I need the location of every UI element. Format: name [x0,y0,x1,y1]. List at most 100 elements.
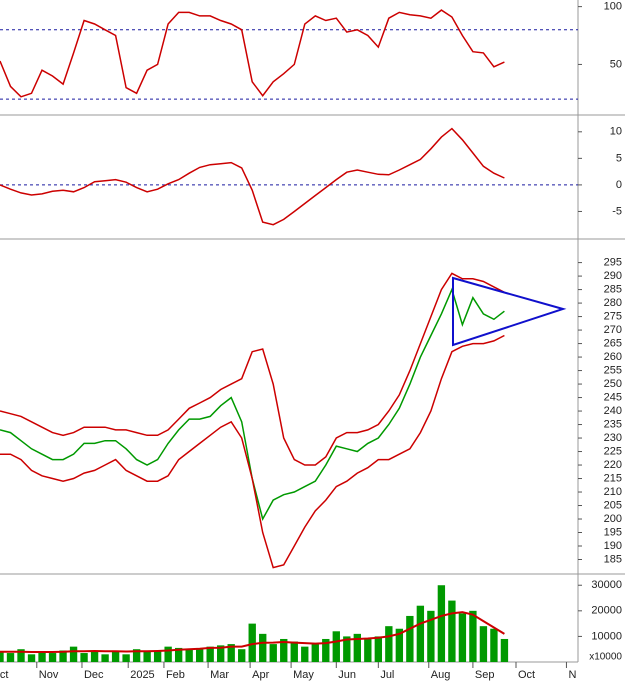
x-tick-label: ct [0,669,8,681]
volume-bar [280,638,288,662]
volume-bar [48,653,57,662]
y-tick-label: 200 [604,513,622,525]
volume-bar [206,646,214,662]
volume-bar [101,654,109,662]
y-tick-label: 10000 [591,630,622,642]
y-tick-label: -5 [612,205,622,217]
volume-bar [416,605,425,662]
y-tick-label: 290 [604,270,622,282]
series-line [0,127,505,226]
series-line [0,9,505,98]
y-tick-label: 280 [604,297,622,309]
y-tick-label: 10 [610,126,622,138]
y-tick-label: 195 [604,526,622,538]
volume-bar [374,636,383,662]
volume-bar [406,615,414,662]
unit-label: x10000 [589,652,622,663]
volume-bar [185,649,193,662]
x-tick-label: Dec [84,669,104,681]
x-tick-label: 2025 [130,669,154,681]
x-tick-label: Feb [166,669,185,681]
volume-bar [290,641,298,662]
y-tick-label: 215 [604,472,622,484]
volume-bar [227,644,235,662]
volume-bar [195,649,204,662]
y-tick-label: 245 [604,391,622,403]
x-tick-label: Sep [475,669,495,681]
volume-bar [259,633,267,662]
volume-bar [132,649,141,662]
volume-bar [59,650,67,662]
y-tick-label: 255 [604,364,622,376]
volume-bar [248,623,256,662]
y-tick-label: 185 [604,553,622,565]
volume-bar [122,654,130,662]
y-tick-label: 260 [604,351,622,363]
x-tick-label: Nov [39,669,59,681]
x-tick-label: Oct [518,669,535,681]
volume-bar [0,651,4,662]
volume-bar [458,613,467,662]
series-line [0,272,505,466]
y-tick-label: 230 [604,432,622,444]
volume-bar [153,650,162,662]
y-tick-label: 275 [604,310,622,322]
triangle-pattern [452,276,567,347]
y-tick-label: 190 [604,540,622,552]
volume-bar [437,585,446,662]
volume-bar [343,636,351,662]
x-tick-label: Mar [210,669,229,681]
y-tick-label: 225 [604,445,622,457]
volume-bar [353,633,361,662]
volume-bar [395,628,404,662]
y-tick-label: 0 [616,179,622,191]
y-tick-label: 285 [604,283,622,295]
volume-bar [69,646,78,662]
y-tick-label: 5 [616,152,622,164]
x-tick-label: Apr [252,669,269,681]
y-tick-label: 205 [604,499,622,511]
volume-bar [6,653,15,662]
y-tick-label: 30000 [591,579,622,591]
y-tick-label: 295 [604,256,622,268]
x-tick-label: Aug [431,669,451,681]
volume-bar [174,647,183,662]
volume-bar [111,650,120,662]
x-tick-label: May [293,669,314,681]
volume-bar [217,645,225,662]
y-tick-label: 250 [604,378,622,390]
y-tick-label: 265 [604,337,622,349]
volume-bar [364,638,372,662]
y-tick-label: 50 [610,58,622,70]
volume-bar [332,631,340,662]
volume-bar [479,626,488,662]
volume-bar [448,600,456,662]
volume-bar [500,638,509,662]
y-tick-label: 240 [604,405,622,417]
volume-bar [164,646,172,662]
y-tick-label: 235 [604,418,622,430]
volume-bar [385,626,393,662]
volume-bar [80,653,88,662]
volume-bar [90,651,99,662]
volume-bar [301,646,309,662]
triangle [452,276,567,347]
volume-bar [490,628,498,662]
y-tick-label: 270 [604,324,622,336]
x-tick-label: N [568,669,576,681]
volume-bar [143,651,151,662]
volume-bar [238,649,246,662]
volume-bar [27,654,36,662]
moving-average-line [0,611,505,653]
volume-bar [427,610,435,662]
volume-bar [38,651,46,662]
volume-bar [311,644,319,662]
volume-bar [469,610,477,662]
volume-bar [322,638,330,662]
x-tick-label: Jun [338,669,356,681]
y-tick-label: 210 [604,486,622,498]
y-tick-label: 100 [604,1,622,13]
volume-bar [269,644,277,662]
volume-bar [17,649,25,662]
